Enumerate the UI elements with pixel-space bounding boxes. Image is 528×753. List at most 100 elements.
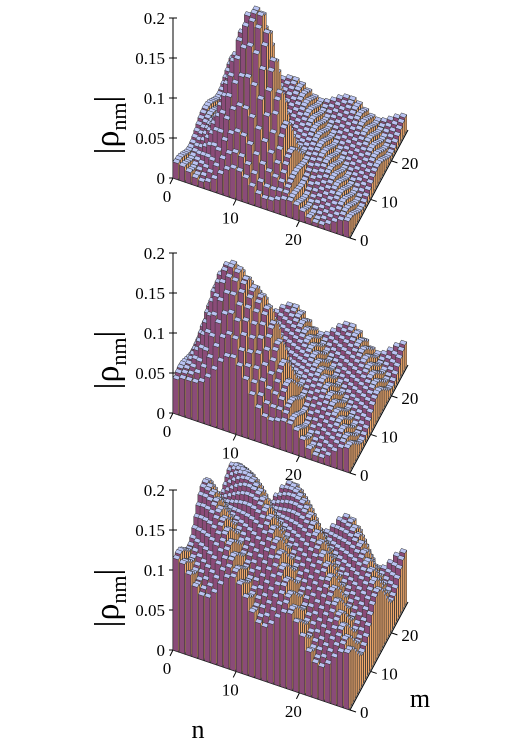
bar [299,207,306,223]
z-tick-label: 0.15 [135,284,165,303]
z-tick-label: 0.2 [144,244,165,263]
bar [255,619,262,680]
bar [243,375,250,438]
z-tick-label: 0.05 [135,129,165,148]
bar [344,444,351,473]
n-tick-label: 20 [285,702,302,721]
z-tick-label: 0.15 [135,521,165,540]
z-tick-label: 0 [157,169,166,188]
bar [255,404,262,443]
n-tick-label: 0 [163,187,172,206]
m-tick-mark [371,671,377,673]
z-tick-label: 0 [157,641,166,660]
bar [268,620,275,684]
bar [243,593,250,675]
bar [249,608,256,678]
bar [274,417,281,449]
bar [255,190,262,208]
bar [236,362,243,436]
n-tick-label: 0 [163,422,172,441]
n-tick-label: 10 [222,443,239,462]
n-tick-mark [170,178,173,184]
bar [268,416,275,447]
n-tick-mark [233,199,236,205]
bar [318,453,325,464]
bars [173,6,407,238]
bar [287,420,294,454]
bar [299,632,306,694]
bar [217,170,224,195]
m-tick-mark [371,199,377,201]
n-tick-mark [233,671,236,677]
bar [306,647,313,696]
bar [236,167,243,201]
m-tick-label: 10 [381,427,398,446]
z-axis-label: |ρnm| [89,331,131,390]
bar [325,659,332,703]
m-tick-label: 0 [360,703,369,722]
m-tick-mark [350,473,356,475]
bar [224,352,231,432]
z-axis-label: |ρnm| [89,96,131,155]
bar [205,373,212,426]
bar [337,648,344,708]
bar [337,443,344,470]
n-tick-label: 10 [222,680,239,699]
m-tick-label: 0 [360,466,369,485]
bar [325,451,332,466]
z-tick-label: 0.05 [135,364,165,383]
bar [306,213,313,224]
bar [337,216,344,236]
z-tick-label: 0.1 [144,561,165,580]
z-tick-label: 0.1 [144,89,165,108]
bar [344,648,351,709]
m-tick-label: 10 [381,192,398,211]
m-tick-label: 20 [401,154,418,173]
bar [198,591,205,660]
bar [186,168,193,184]
bar [274,613,281,686]
n-tick-mark [170,650,173,656]
bar [236,580,243,673]
bar [217,580,224,667]
bar [280,608,287,688]
m-tick-label: 20 [401,626,418,645]
bar [262,194,269,209]
bar [230,164,237,199]
bar [274,196,281,215]
m-tick-mark [391,633,397,635]
bar [306,445,313,460]
z-tick-label: 0.2 [144,9,165,28]
n-tick-label: 10 [222,208,239,227]
bar [293,201,300,221]
bar [331,447,338,469]
bar [344,217,351,238]
bar [249,391,256,441]
bar [287,609,294,690]
bar [186,376,193,419]
bar [318,220,325,229]
bar [173,555,180,652]
bar [312,218,319,227]
bar [293,618,300,693]
n-axis-label: n [192,715,205,744]
bar [173,159,180,180]
bar [192,378,199,421]
bar [262,413,269,445]
bar [293,426,300,455]
bar [211,365,218,427]
n-tick-label: 20 [285,230,302,249]
bar [211,588,218,665]
bar [198,377,205,423]
bar [268,196,275,212]
bar [262,623,269,682]
bar [318,663,325,702]
m-tick-mark [371,434,377,436]
bar [325,219,332,231]
bar [312,659,319,699]
bar [217,357,224,430]
bars [173,260,407,473]
z-tick-label: 0.05 [135,601,165,620]
